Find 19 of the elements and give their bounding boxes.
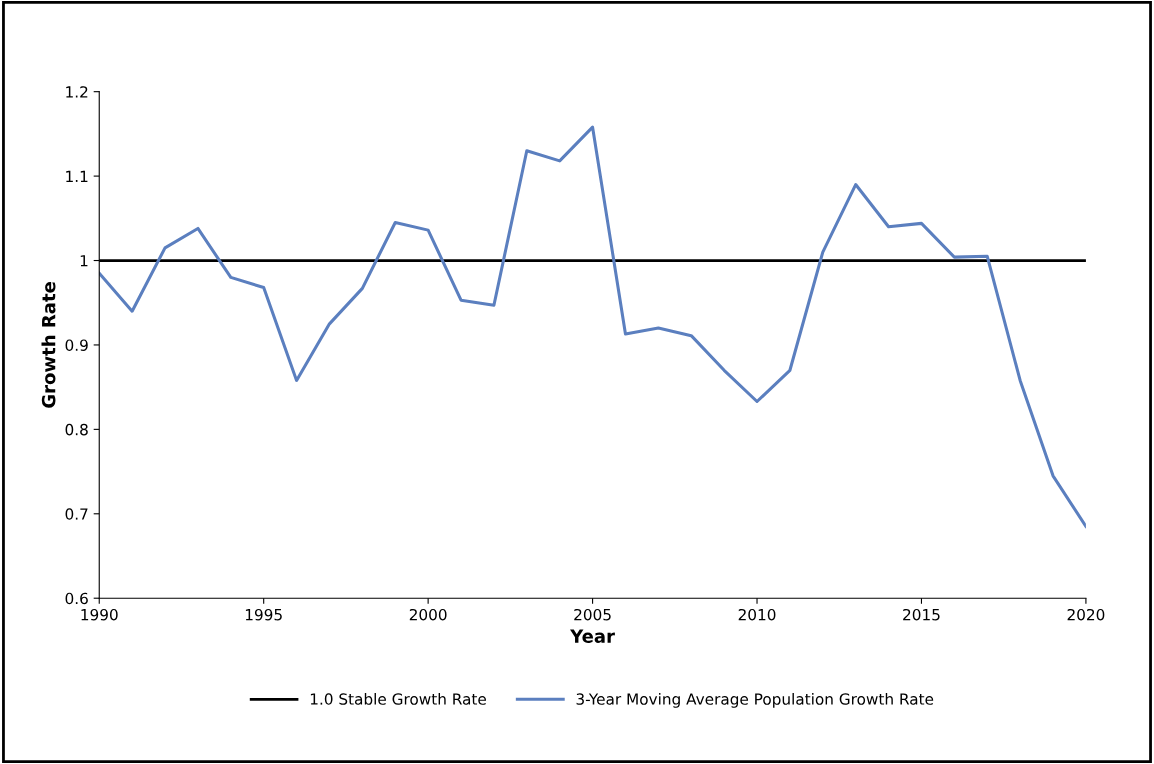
legend-label: 1.0 Stable Growth Rate [310, 693, 486, 705]
x-tick-label: 2015 [903, 608, 940, 621]
y-tick-label: 0.9 [65, 339, 88, 351]
legend-label: 3-Year Moving Average Population Growth Rate [576, 693, 934, 708]
y-axis-title: Growth Rate [41, 282, 56, 408]
x-tick-label: 2020 [1067, 608, 1105, 621]
x-axis-title: Year [570, 629, 615, 643]
y-tick-label: 0.8 [65, 423, 88, 436]
line-series [99, 125, 1086, 528]
y-tick-label: 1 [80, 255, 88, 267]
x-tick-label: 2005 [574, 608, 611, 621]
x-tick-label: 2000 [409, 608, 447, 621]
y-tick-label: 1.1 [66, 170, 88, 182]
x-tick-label: 1990 [81, 608, 118, 621]
y-tick-label: 0.6 [65, 592, 88, 605]
x-tick-label: 1995 [245, 608, 282, 621]
x-tick-label: 2010 [738, 608, 776, 621]
y-tick-label: 0.7 [65, 508, 88, 520]
y-tick-label: 1.2 [66, 86, 88, 98]
